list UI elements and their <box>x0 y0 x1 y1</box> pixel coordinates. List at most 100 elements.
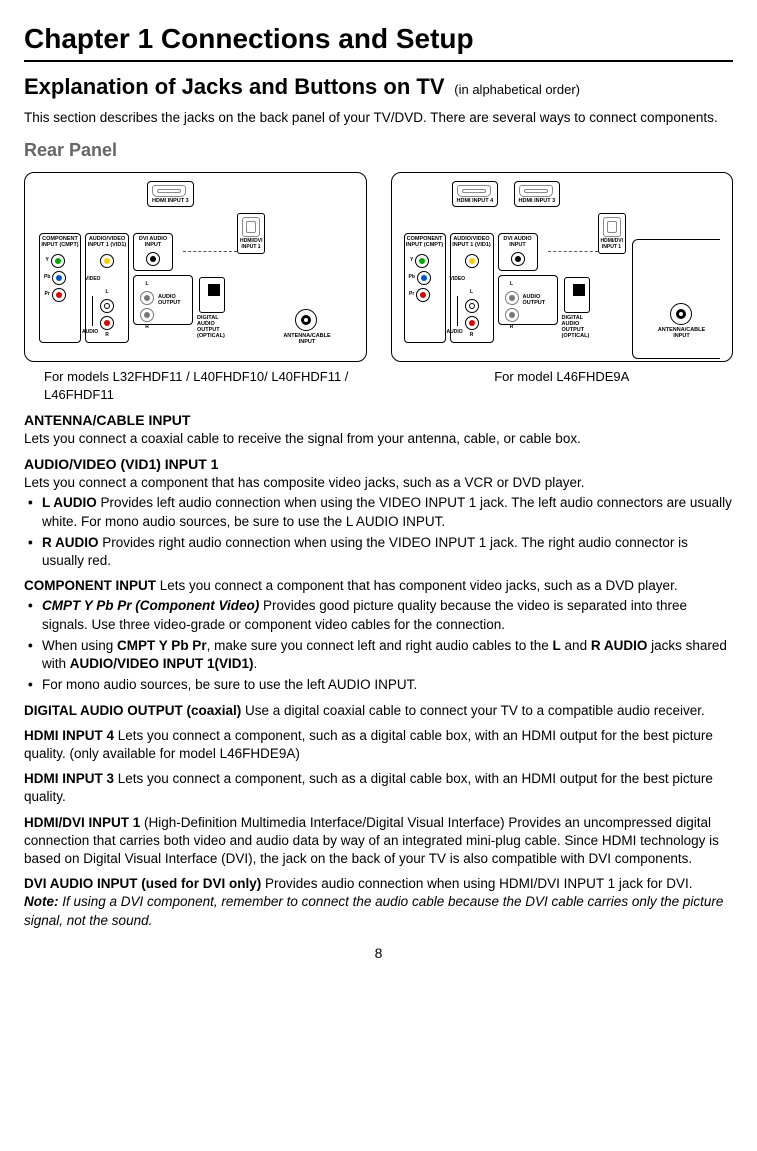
hdmi4-title: HDMI INPUT 4 <box>24 728 118 743</box>
pr-label-r: Pr <box>409 292 414 298</box>
dvi-audio-jack <box>146 252 160 266</box>
y-jack <box>51 254 65 268</box>
component-bullet-1: CMPT Y Pb Pr (Component Video) Provides … <box>42 597 733 633</box>
av1-title: AUDIO/VIDEO (VID1) INPUT 1 <box>24 455 733 474</box>
pb-jack <box>52 271 66 285</box>
av1-b2-rest: Provides right audio connection when usi… <box>42 535 688 568</box>
hdmi3-label-r: HDMI INPUT 3 <box>519 198 556 204</box>
entry-dvi-audio: DVI AUDIO INPUT (used for DVI only) Prov… <box>24 875 733 930</box>
dvi-audio-rest: Provides audio connection when using HDM… <box>261 876 692 891</box>
rear-panel-heading: Rear Panel <box>24 138 733 162</box>
y-label-r: Y <box>410 258 413 264</box>
video-label: VIDEO <box>85 277 101 283</box>
av1-b1-strong: L AUDIO <box>42 495 97 510</box>
r-label-1: R <box>105 333 109 339</box>
component-group-r: COMPONENT INPUT (CMPT) Y Pb Pr <box>404 233 446 343</box>
antenna-title: ANTENNA/CABLE INPUT <box>24 411 733 430</box>
audio-out-r-r <box>505 308 519 322</box>
hdmidvi-port-r: HDMI/DVI INPUT 1 <box>598 213 626 254</box>
av1-group: AUDIO/VIDEO INPUT 1 (VID1) VIDEO AUDIO L… <box>85 233 129 343</box>
entry-hdmidvi: HDMI/DVI INPUT 1 (High-Definition Multim… <box>24 814 733 869</box>
entry-hdmi4: HDMI INPUT 4 Lets you connect a componen… <box>24 727 733 763</box>
audio-label: AUDIO <box>82 330 98 336</box>
audio-output-group-r: L R AUDIO OUTPUT <box>498 275 558 325</box>
hdmidvi-title: HDMI/DVI INPUT 1 <box>24 815 140 830</box>
l-label-r1: L <box>470 290 473 296</box>
av1-b2-strong: R AUDIO <box>42 535 99 550</box>
diagrams-row: HDMI INPUT 3 HDMI/DVI INPUT 1 COMPONENT … <box>24 172 733 403</box>
component-b2-s4: AUDIO/VIDEO INPUT 1(VID1) <box>70 656 254 671</box>
component-b2-s3: R AUDIO <box>591 638 648 653</box>
video-jack-r <box>465 254 479 268</box>
dvi-audio-group-r: DVI AUDIO INPUT <box>498 233 538 271</box>
section-title: Explanation of Jacks and Buttons on TV <box>24 74 445 99</box>
pr-jack-r <box>416 288 430 302</box>
entry-antenna: ANTENNA/CABLE INPUT Lets you connect a c… <box>24 411 733 448</box>
component-b1-strong: CMPT Y Pb Pr (Component Video) <box>42 598 259 613</box>
note-line: Note: If using a DVI component, remember… <box>24 893 733 929</box>
av1-bullet-1: L AUDIO Provides left audio connection w… <box>42 494 733 530</box>
dvi-audio-label-r: DVI AUDIO INPUT <box>499 236 537 248</box>
diagram-left-col: HDMI INPUT 3 HDMI/DVI INPUT 1 COMPONENT … <box>24 172 367 403</box>
subtitle-row: Explanation of Jacks and Buttons on TV (… <box>24 72 733 102</box>
component-bullet-2: When using CMPT Y Pb Pr, make sure you c… <box>42 637 733 673</box>
hdmidvi-label-r: HDMI/DVI INPUT 1 <box>601 239 623 250</box>
hdmi4-rest: Lets you connect a component, such as a … <box>24 728 713 761</box>
digital-audio-box-r <box>564 277 590 313</box>
l-label-1: L <box>105 290 108 296</box>
component-b2-pre: When using <box>42 638 117 653</box>
digital-rest: Use a digital coaxial cable to connect y… <box>241 703 705 718</box>
hdmidvi-label: HDMI/DVI INPUT 1 <box>240 239 262 250</box>
component-b2-mid: , make sure you connect left and right a… <box>207 638 553 653</box>
pb-label-r: Pb <box>409 275 415 281</box>
video-label-r: VIDEO <box>450 277 466 283</box>
chapter-title: Chapter 1 Connections and Setup <box>24 20 733 62</box>
digital-audio-label-r: DIGITAL AUDIO OUTPUT (OPTICAL) <box>562 315 594 339</box>
antenna-jack <box>295 309 317 331</box>
audio-output-group: L R AUDIO OUTPUT <box>133 275 193 325</box>
diagram-right-col: HDMI INPUT 4 HDMI INPUT 3 HDMI/DVI INPUT… <box>391 172 734 403</box>
pr-label: Pr <box>45 292 50 298</box>
antenna-jack-r <box>670 303 692 325</box>
sections: ANTENNA/CABLE INPUT Lets you connect a c… <box>24 411 733 930</box>
component-b2-s1: CMPT Y Pb Pr <box>117 638 207 653</box>
audio-out-l <box>140 291 154 305</box>
digital-audio-box <box>199 277 225 313</box>
hdmi3-rest: Lets you connect a component, such as a … <box>24 771 713 804</box>
hdmidvi-port: HDMI/DVI INPUT 1 <box>237 213 265 254</box>
note-label: Note: <box>24 894 59 909</box>
audio-output-label-r: AUDIO OUTPUT <box>523 294 557 306</box>
entry-hdmi3: HDMI INPUT 3 Lets you connect a componen… <box>24 770 733 806</box>
intro-text: This section describes the jacks on the … <box>24 109 733 127</box>
diagram-left-caption: For models L32FHDF11 / L40FHDF10/ L40FHD… <box>24 368 367 403</box>
hdmi4-label: HDMI INPUT 4 <box>457 198 494 204</box>
antenna-body: Lets you connect a coaxial cable to rece… <box>24 430 733 448</box>
diagram-right-caption: For model L46FHDE9A <box>391 368 734 386</box>
entry-av1: AUDIO/VIDEO (VID1) INPUT 1 Lets you conn… <box>24 455 733 570</box>
entry-component: COMPONENT INPUT Lets you connect a compo… <box>24 577 733 694</box>
dvi-audio-group: DVI AUDIO INPUT <box>133 233 173 271</box>
l-label-r2: L <box>510 282 513 288</box>
component-group: COMPONENT INPUT (CMPT) Y Pb Pr <box>39 233 81 343</box>
av1-bullet-2: R AUDIO Provides right audio connection … <box>42 534 733 570</box>
av1-intro: Lets you connect a component that has co… <box>24 474 733 492</box>
hdmi3-label: HDMI INPUT 3 <box>152 198 189 204</box>
note-body: If using a DVI component, remember to co… <box>24 894 723 927</box>
component-label-r: COMPONENT INPUT (CMPT) <box>405 236 445 248</box>
component-title: COMPONENT INPUT <box>24 578 156 593</box>
l-audio-jack <box>100 299 114 313</box>
component-b2-s2: L <box>553 638 561 653</box>
hdmi3-title: HDMI INPUT 3 <box>24 771 118 786</box>
dvi-audio-label: DVI AUDIO INPUT <box>134 236 172 248</box>
r-audio-jack-r <box>465 316 479 330</box>
r-audio-jack <box>100 316 114 330</box>
digital-title: DIGITAL AUDIO OUTPUT (coaxial) <box>24 703 241 718</box>
r-label-r2: R <box>510 325 514 331</box>
hdmi3-port: HDMI INPUT 3 <box>147 181 194 207</box>
pr-jack <box>52 288 66 302</box>
dvi-audio-jack-r <box>511 252 525 266</box>
hdmi4-port: HDMI INPUT 4 <box>452 181 499 207</box>
audio-output-label: AUDIO OUTPUT <box>158 294 192 306</box>
hdmi3-port-r: HDMI INPUT 3 <box>514 181 561 207</box>
component-title-rest: Lets you connect a component that has co… <box>156 578 678 593</box>
